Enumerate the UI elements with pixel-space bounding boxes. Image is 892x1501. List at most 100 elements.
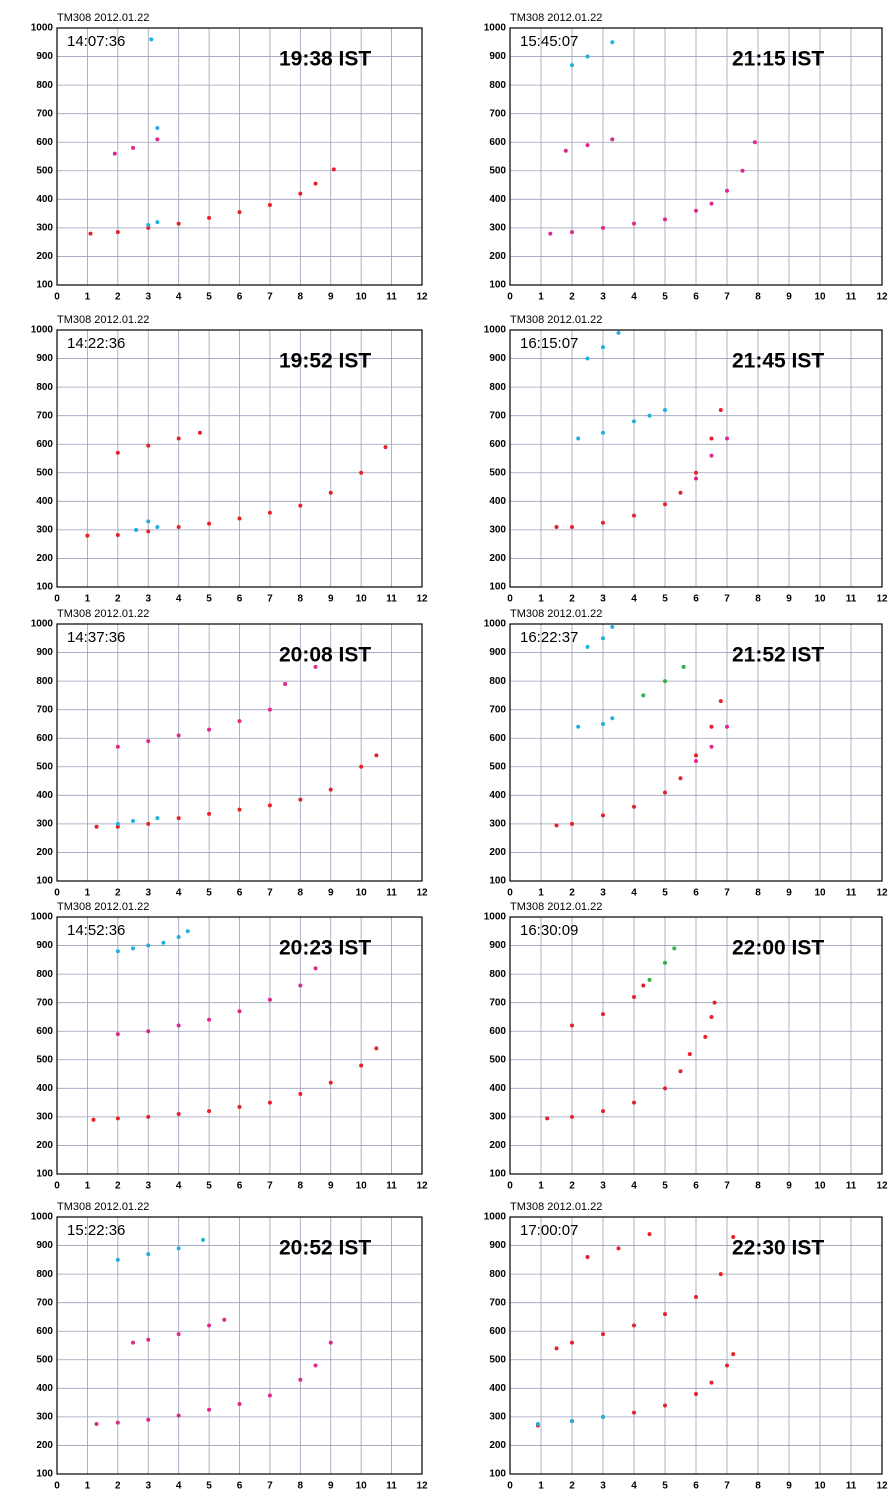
x-tick-label: 0 <box>507 1181 513 1192</box>
echo-point <box>267 1393 272 1398</box>
x-tick-label: 4 <box>631 1481 637 1492</box>
echo-point <box>725 188 729 193</box>
echo-point <box>570 63 574 68</box>
x-tick-label: 8 <box>755 1181 761 1192</box>
ist-time: 21:15 IST <box>732 48 824 71</box>
echo-point <box>115 949 120 954</box>
x-tick-label: 8 <box>298 292 304 303</box>
y-tick-label: 500 <box>36 761 53 772</box>
x-tick-label: 2 <box>569 1181 575 1192</box>
echo-point <box>647 977 652 982</box>
x-tick-label: 6 <box>693 888 699 899</box>
y-tick-label: 800 <box>36 676 53 687</box>
echo-point <box>207 1407 212 1412</box>
x-tick-label: 5 <box>206 888 212 899</box>
x-tick-label: 4 <box>176 888 182 899</box>
y-tick-label: 500 <box>489 761 506 772</box>
x-tick-label: 4 <box>631 594 637 605</box>
x-tick-label: 10 <box>814 1181 826 1192</box>
echo-point <box>131 1340 136 1345</box>
y-tick-label: 100 <box>489 1469 506 1480</box>
plot-frame <box>56 27 423 286</box>
echo-point <box>185 929 190 934</box>
x-tick-label: 0 <box>507 888 513 899</box>
x-tick-label: 8 <box>755 888 761 899</box>
echo-point <box>237 807 242 812</box>
y-tick-label: 600 <box>36 733 53 744</box>
x-tick-label: 9 <box>328 1181 334 1192</box>
echo-point <box>115 1116 120 1121</box>
x-tick-label: 5 <box>662 594 668 605</box>
echo-point <box>545 1116 550 1121</box>
y-tick-label: 300 <box>489 1112 506 1123</box>
x-tick-label: 9 <box>328 292 334 303</box>
echo-point <box>134 527 139 532</box>
echo-point <box>176 525 181 530</box>
ut-time: 14:22:36 <box>67 335 125 352</box>
y-tick-label: 200 <box>36 1140 53 1151</box>
y-tick-label: 500 <box>36 1354 53 1365</box>
echo-point <box>146 1029 151 1034</box>
x-tick-label: 3 <box>600 888 606 899</box>
x-tick-label: 0 <box>54 1181 60 1192</box>
y-tick-label: 600 <box>36 439 53 450</box>
echo-point <box>115 533 120 538</box>
y-tick-label: 300 <box>36 1412 53 1423</box>
y-tick-label: 200 <box>489 251 506 262</box>
x-tick-label: 11 <box>386 1181 397 1192</box>
y-tick-label: 500 <box>489 467 506 478</box>
echo-point <box>601 1332 605 1337</box>
echo-point <box>146 1417 151 1422</box>
y-tick-label: 800 <box>36 1269 53 1280</box>
echo-point <box>576 724 581 729</box>
echo-point <box>678 1069 683 1074</box>
x-tick-label: 7 <box>724 1181 730 1192</box>
x-tick-label: 1 <box>538 888 544 899</box>
y-tick-label: 700 <box>489 108 506 119</box>
echo-point <box>155 125 160 130</box>
y-tick-label: 400 <box>36 194 53 205</box>
echo-point <box>554 1346 559 1351</box>
echo-point <box>313 181 318 186</box>
x-tick-label: 9 <box>786 1181 792 1192</box>
y-tick-label: 800 <box>36 382 53 393</box>
y-tick-label: 900 <box>36 940 53 951</box>
x-tick-label: 7 <box>724 594 730 605</box>
echo-point <box>570 1023 574 1028</box>
echo-point <box>570 1419 574 1424</box>
x-tick-label: 11 <box>386 888 397 899</box>
echo-point <box>632 419 636 424</box>
plot-frame <box>56 916 423 1175</box>
echo-point <box>115 450 120 455</box>
echo-point <box>115 230 120 235</box>
echo-point <box>570 525 574 530</box>
x-tick-label: 12 <box>876 888 888 899</box>
echo-point <box>146 821 151 826</box>
x-tick-label: 10 <box>814 594 826 605</box>
plot-frame <box>509 1216 883 1475</box>
y-tick-label: 500 <box>36 467 53 478</box>
echo-point <box>155 816 160 821</box>
x-tick-label: 10 <box>356 1481 368 1492</box>
x-tick-label: 1 <box>85 594 91 605</box>
x-tick-label: 9 <box>328 1481 334 1492</box>
x-tick-label: 0 <box>54 888 60 899</box>
echo-point <box>678 776 683 781</box>
x-tick-label: 1 <box>538 1181 544 1192</box>
plot-frame <box>509 27 883 286</box>
x-tick-label: 4 <box>176 1181 182 1192</box>
x-tick-label: 8 <box>755 292 761 303</box>
x-tick-label: 0 <box>54 1481 60 1492</box>
echo-point <box>328 1080 333 1085</box>
x-tick-label: 8 <box>298 888 304 899</box>
echo-point <box>731 1234 736 1239</box>
x-tick-label: 6 <box>693 594 699 605</box>
echo-point <box>616 330 621 335</box>
y-tick-label: 900 <box>36 51 53 62</box>
echo-point <box>709 436 714 441</box>
echo-point <box>672 946 677 951</box>
y-tick-label: 800 <box>489 676 506 687</box>
x-tick-label: 12 <box>416 594 428 605</box>
x-tick-label: 7 <box>267 1181 273 1192</box>
echo-point <box>149 37 154 42</box>
